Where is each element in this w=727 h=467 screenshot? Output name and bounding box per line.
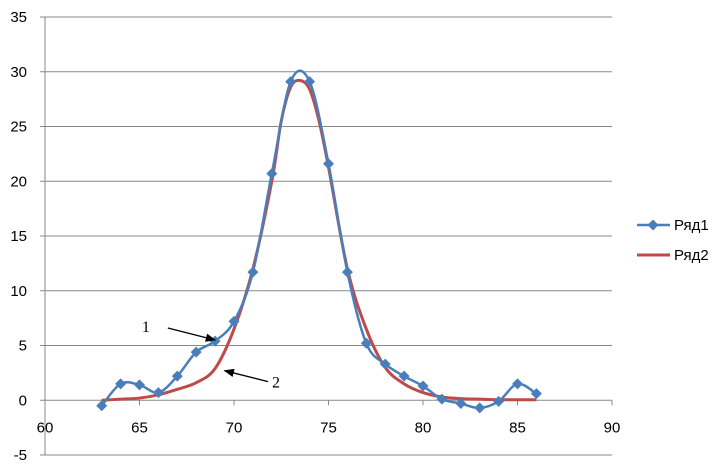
data-point (266, 168, 278, 180)
data-point (474, 402, 486, 414)
data-point (512, 378, 523, 390)
y-tick-label: 25 (10, 119, 27, 136)
series-1 (96, 69, 542, 414)
tick-labels: -5 0 5 10 15 20 25 30 35 60 65 70 75 80 85 90 (10, 9, 620, 464)
annotation-arrow-1 (167, 327, 217, 342)
x-tick-label: 70 (226, 419, 243, 436)
data-point (455, 398, 467, 410)
data-point (96, 400, 108, 412)
y-tick-label: 0 (19, 392, 27, 409)
x-tick-label: 90 (604, 419, 621, 436)
data-point (417, 380, 429, 392)
legend-label: Ряд2 (674, 247, 709, 264)
series-layer (96, 69, 542, 414)
data-point (379, 358, 391, 370)
y-tick-label: 30 (10, 64, 27, 81)
x-tick-label: 80 (415, 419, 432, 436)
data-point (360, 337, 372, 349)
data-point (152, 387, 164, 399)
y-tick-label: 5 (19, 338, 27, 355)
y-tick-label: -5 (14, 447, 27, 464)
legend-marker (647, 219, 659, 231)
series-2 (101, 78, 537, 402)
data-point (341, 266, 353, 278)
series-line-1 (100, 69, 538, 410)
legend-label: Ряд1 (674, 217, 709, 234)
x-tick-label: 75 (320, 419, 337, 436)
data-point (436, 393, 448, 405)
x-tick-label: 85 (509, 419, 526, 436)
data-point (493, 395, 505, 407)
data-point (304, 76, 316, 88)
legend: Ряд1 Ряд2 (637, 217, 709, 264)
data-point (398, 370, 410, 382)
data-point (285, 76, 297, 88)
data-point (134, 379, 145, 391)
series-line-2 (101, 78, 537, 402)
y-tick-label: 15 (10, 228, 27, 245)
gridlines (45, 16, 612, 456)
legend-entry-1: Ряд1 (637, 217, 709, 234)
data-point (323, 158, 334, 170)
x-tick-label: 60 (37, 419, 54, 436)
data-point (190, 346, 202, 358)
annotations: 12 (142, 319, 280, 392)
y-tick-label: 10 (10, 283, 27, 300)
legend-entry-2: Ряд2 (637, 247, 709, 264)
y-tick-label: 35 (10, 9, 27, 26)
annotation-label-1: 1 (142, 319, 150, 336)
annotation-label-2: 2 (272, 375, 280, 392)
y-tick-label: 20 (10, 173, 27, 190)
data-point (247, 266, 259, 278)
annotation-arrow-2 (223, 368, 269, 383)
data-point (228, 315, 240, 327)
x-tick-label: 65 (131, 419, 148, 436)
data-point (530, 388, 542, 400)
data-point (171, 370, 183, 382)
data-point (115, 378, 127, 390)
